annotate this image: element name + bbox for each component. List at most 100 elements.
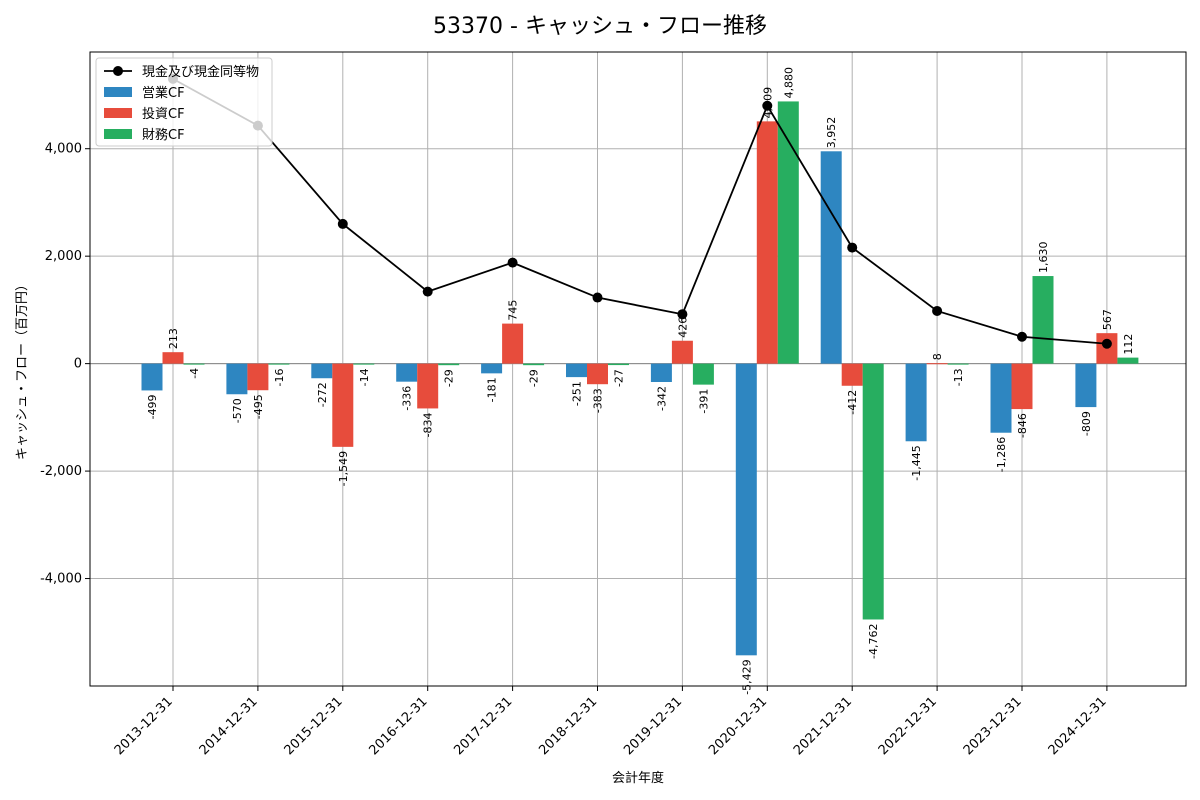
data-label: 426	[676, 317, 689, 338]
data-label: -4,762	[867, 623, 880, 658]
cash-point-2018-12-31	[592, 292, 603, 303]
bar-財務CF-2016-12-31	[438, 363, 460, 366]
bar-財務CF-2023-12-31	[1032, 276, 1054, 364]
x-tick-label: 2022-12-31	[876, 694, 940, 758]
x-tick-label: 2017-12-31	[451, 694, 515, 758]
cash-point-2023-12-31	[1017, 331, 1027, 342]
data-label: -342	[655, 386, 668, 411]
data-label: 567	[1101, 309, 1114, 330]
y-tick-label: -2,000	[40, 464, 82, 479]
data-label: -16	[273, 368, 286, 386]
data-label: -5,429	[740, 659, 753, 694]
cash-point-2017-12-31	[507, 257, 518, 268]
x-tick-label: 2023-12-31	[961, 694, 1025, 758]
data-label: 8	[931, 353, 944, 360]
data-labels: -499 -570 -272 -336 -181 -251 -342 -5,429 3,952 -…	[146, 67, 1135, 695]
x-tick-label: 2024-12-31	[1046, 694, 1110, 758]
bars	[141, 101, 1139, 656]
legend-entry: 営業CF	[142, 85, 185, 101]
cash-point-2019-12-31	[677, 309, 688, 320]
bar-投資CF-2014-12-31	[247, 363, 269, 391]
cash-line-path	[172, 78, 1107, 345]
bar-財務CF-2014-12-31	[268, 363, 290, 365]
cash-point-2022-12-31	[932, 305, 943, 316]
data-label: -13	[952, 368, 965, 386]
data-label: -4	[188, 368, 201, 379]
chart-title: 53370 - キャッシュ・フロー推移	[433, 14, 767, 39]
data-label: -1,445	[910, 445, 923, 480]
bar-投資CF-2023-12-31	[1011, 363, 1033, 410]
bar-営業CF-2014-12-31	[226, 363, 248, 395]
data-label: -834	[422, 412, 435, 437]
legend-bar-swatch	[104, 87, 132, 97]
axes: -4,000 -2,000 0 2,000 4,000 2013-12-31 2014-12…	[40, 142, 1110, 759]
legend-bar-swatch	[104, 108, 132, 118]
data-label: -14	[358, 368, 371, 386]
x-tick-label: 2015-12-31	[282, 694, 346, 758]
x-tick-label: 2013-12-31	[112, 694, 176, 758]
bar-営業CF-2022-12-31	[905, 363, 927, 442]
data-label: -499	[146, 394, 159, 419]
bar-営業CF-2015-12-31	[311, 363, 333, 379]
cash-point-2016-12-31	[422, 286, 433, 297]
data-label: -27	[613, 369, 626, 387]
cash-point-2021-12-31	[847, 242, 858, 253]
data-label: -1,286	[995, 437, 1008, 472]
cash-point-2015-12-31	[337, 218, 348, 229]
data-label: -391	[697, 389, 710, 414]
bar-営業CF-2023-12-31	[990, 363, 1012, 433]
data-label: -29	[528, 369, 541, 387]
x-tick-label: 2021-12-31	[791, 694, 855, 758]
data-label: 112	[1122, 334, 1135, 355]
cash-point-2024-12-31	[1101, 338, 1112, 349]
bar-財務CF-2015-12-31	[353, 363, 375, 365]
data-label: -570	[231, 398, 244, 423]
bar-営業CF-2013-12-31	[141, 363, 163, 391]
bar-投資CF-2018-12-31	[587, 363, 608, 385]
cash-line	[168, 73, 1112, 349]
data-label: -809	[1080, 411, 1093, 436]
bar-財務CF-2017-12-31	[523, 363, 545, 366]
legend-entry: 財務CF	[142, 128, 185, 143]
bar-営業CF-2018-12-31	[566, 363, 587, 378]
cash-point-2020-12-31	[762, 100, 773, 111]
bar-投資CF-2019-12-31	[671, 340, 693, 364]
y-tick-label: -4,000	[40, 572, 82, 587]
bar-財務CF-2024-12-31	[1117, 357, 1139, 364]
bar-投資CF-2013-12-31	[162, 352, 184, 364]
bar-財務CF-2021-12-31	[862, 363, 884, 620]
y-tick-label: 0	[74, 357, 82, 372]
x-tick-label: 2016-12-31	[366, 694, 430, 758]
y-tick-label: 2,000	[45, 249, 82, 264]
bar-財務CF-2013-12-31	[183, 363, 205, 365]
data-label: -251	[571, 381, 584, 406]
data-label: -272	[316, 382, 329, 407]
x-tick-label: 2014-12-31	[197, 694, 261, 758]
bar-営業CF-2024-12-31	[1075, 363, 1097, 408]
data-label: 4,509	[761, 87, 774, 119]
bar-投資CF-2017-12-31	[502, 323, 524, 364]
data-label: 1,630	[1037, 242, 1050, 274]
bar-営業CF-2016-12-31	[396, 363, 418, 382]
data-label: -1,549	[337, 451, 350, 486]
data-label: 213	[167, 328, 180, 349]
bar-投資CF-2020-12-31	[756, 121, 778, 364]
bar-財務CF-2018-12-31	[608, 363, 629, 366]
legend-bar-swatch	[104, 129, 132, 139]
bar-投資CF-2021-12-31	[841, 363, 863, 386]
bar-営業CF-2017-12-31	[481, 363, 503, 374]
x-axis-label: 会計年度	[612, 770, 664, 786]
data-label: 3,952	[825, 117, 838, 149]
legend-entry: 現金及び現金同等物	[142, 64, 259, 80]
data-label: 4,880	[782, 67, 795, 99]
data-label: -29	[443, 369, 456, 387]
legend-box	[95, 57, 273, 147]
data-label: -383	[592, 388, 605, 413]
data-label: -181	[486, 377, 499, 402]
plot-frame	[89, 51, 1187, 687]
data-label: -846	[1016, 413, 1029, 438]
y-tick-label: 4,000	[45, 142, 82, 157]
bar-投資CF-2016-12-31	[417, 363, 439, 409]
